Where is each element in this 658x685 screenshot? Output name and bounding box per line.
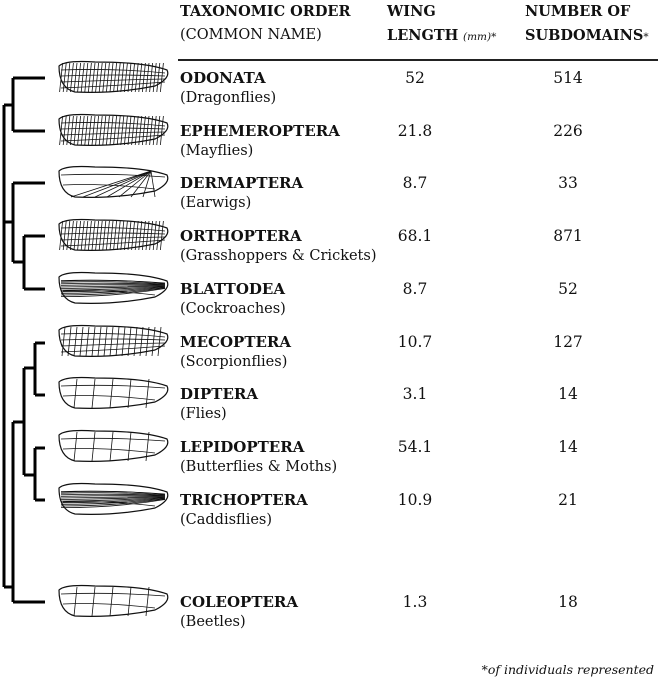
order-cell: DERMAPTERA (Earwigs) bbox=[180, 173, 303, 213]
table-row: DIPTERA (Flies) 3.1 14 bbox=[0, 377, 658, 437]
table-row: ORTHOPTERA (Grasshoppers & Crickets) 68.… bbox=[0, 218, 658, 279]
common-name: (Grasshoppers & Crickets) bbox=[180, 248, 377, 265]
header-taxonomic-order: TAXONOMIC ORDER (COMMON NAME) bbox=[180, 3, 351, 43]
wing-illustration bbox=[55, 214, 173, 254]
common-name: (Caddisflies) bbox=[180, 511, 273, 528]
clade-odonata-ephemeroptera bbox=[11, 76, 45, 133]
phylogenetic-tree bbox=[2, 76, 45, 604]
wing-illustration bbox=[55, 425, 173, 465]
clade-holometabola bbox=[11, 420, 45, 604]
wing-length-cell: 52 bbox=[405, 69, 425, 87]
subdomains-cell: 21 bbox=[558, 490, 578, 509]
subdomains-cell: 127 bbox=[553, 332, 583, 351]
common-name: (Beetles) bbox=[180, 614, 246, 630]
wing-illustration bbox=[55, 109, 173, 149]
table-row: LEPIDOPTERA (Butterflies & Moths) 54.1 1… bbox=[0, 429, 658, 490]
table-row: ODONATA (Dragonflies) 52 514 bbox=[0, 60, 658, 121]
table-row: COLEOPTERA (Beetles) 1.3 18 bbox=[0, 584, 658, 645]
wing-length-cell: 10.7 bbox=[397, 332, 433, 351]
common-name: (Flies) bbox=[180, 406, 227, 423]
wing-illustration bbox=[55, 372, 173, 412]
order-name: COLEOPTERA bbox=[180, 593, 299, 611]
order-cell: COLEOPTERA (Beetles) bbox=[180, 592, 298, 632]
table-row: BLATTODEA (Cockroaches) 8.7 52 bbox=[0, 271, 658, 332]
common-name: (Cockroaches) bbox=[180, 300, 286, 317]
order-name: DIPTERA bbox=[180, 385, 259, 404]
common-name: (Dragonflies) bbox=[180, 90, 277, 106]
clade-dermaptera bbox=[11, 181, 45, 264]
table-row: DERMAPTERA (Earwigs) 8.7 33 bbox=[0, 166, 658, 226]
wing-illustration bbox=[55, 56, 173, 96]
wing-length-cell: 8.7 bbox=[402, 174, 428, 193]
table-row: EPHEMEROPTERA (Mayflies) 21.8 226 bbox=[0, 113, 658, 174]
subdomains-cell: 14 bbox=[558, 385, 578, 404]
order-name: ODONATA bbox=[180, 69, 266, 87]
subdomains-cell: 14 bbox=[558, 437, 578, 456]
order-name: TRICHOPTERA bbox=[180, 490, 308, 509]
order-cell: TRICHOPTERA (Caddisflies) bbox=[180, 490, 308, 530]
wing-length-cell: 68.1 bbox=[397, 227, 433, 246]
header-rule bbox=[178, 59, 658, 61]
order-cell: BLATTODEA (Cockroaches) bbox=[180, 279, 286, 319]
wing-illustration bbox=[55, 161, 173, 201]
table-row: MECOPTERA (Scorpionflies) 10.7 127 bbox=[0, 324, 658, 385]
subdomains-cell: 871 bbox=[553, 227, 583, 246]
common-name: (Mayflies) bbox=[180, 142, 254, 159]
subdomains-cell: 52 bbox=[558, 279, 578, 298]
table-row: TRICHOPTERA (Caddisflies) 10.9 21 bbox=[0, 482, 658, 543]
header-wing-length: WING LENGTH (mm)* bbox=[387, 3, 497, 44]
wing-length-cell: 8.7 bbox=[402, 279, 428, 298]
header-subdomains: NUMBER OF SUBDOMAINS* bbox=[525, 3, 649, 44]
wing-length-cell: 3.1 bbox=[402, 385, 428, 404]
order-cell: ORTHOPTERA (Grasshoppers & Crickets) bbox=[180, 226, 377, 266]
order-name: BLATTODEA bbox=[180, 279, 285, 298]
wing-length-cell: 54.1 bbox=[397, 437, 433, 456]
order-cell: LEPIDOPTERA (Butterflies & Moths) bbox=[180, 437, 337, 477]
tree-root bbox=[2, 103, 13, 589]
wing-illustration bbox=[55, 267, 173, 307]
wing-length-cell: 10.9 bbox=[397, 490, 433, 509]
wing-illustration bbox=[55, 478, 173, 518]
footnote: *of individuals represented bbox=[481, 662, 654, 677]
order-cell: DIPTERA (Flies) bbox=[180, 384, 258, 424]
subdomains-cell: 18 bbox=[558, 593, 578, 611]
subdomains-cell: 514 bbox=[553, 69, 583, 87]
wing-illustration bbox=[55, 580, 173, 620]
order-name: ORTHOPTERA bbox=[180, 227, 302, 246]
order-name: LEPIDOPTERA bbox=[180, 437, 305, 456]
wing-illustration bbox=[55, 320, 173, 360]
subdomains-cell: 226 bbox=[553, 121, 583, 140]
common-name: (Earwigs) bbox=[180, 195, 252, 212]
clade-orthoptera-blattodea bbox=[22, 234, 45, 291]
subdomains-cell: 33 bbox=[558, 174, 578, 193]
order-name: DERMAPTERA bbox=[180, 174, 304, 193]
order-name: MECOPTERA bbox=[180, 332, 292, 351]
order-cell: ODONATA (Dragonflies) bbox=[180, 68, 276, 108]
wing-length-cell: 1.3 bbox=[402, 593, 428, 611]
common-name: (Butterflies & Moths) bbox=[180, 458, 338, 475]
order-name: EPHEMEROPTERA bbox=[180, 121, 340, 140]
order-cell: EPHEMEROPTERA (Mayflies) bbox=[180, 121, 340, 161]
wing-length-cell: 21.8 bbox=[397, 121, 433, 140]
order-cell: MECOPTERA (Scorpionflies) bbox=[180, 332, 291, 372]
common-name: (Scorpionflies) bbox=[180, 353, 288, 370]
